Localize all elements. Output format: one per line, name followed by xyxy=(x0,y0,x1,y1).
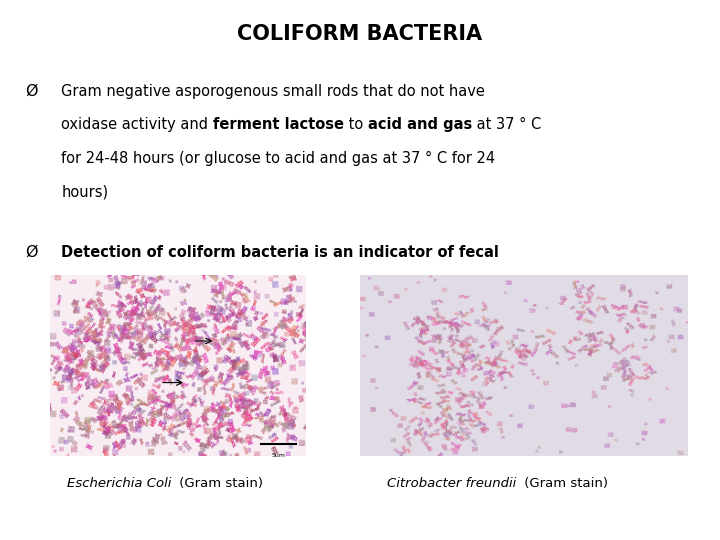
Text: to: to xyxy=(344,117,368,132)
Text: pollution of water: pollution of water xyxy=(61,278,209,293)
Text: Ø: Ø xyxy=(25,84,37,99)
Text: Ø: Ø xyxy=(25,245,37,260)
Text: (Gram stain): (Gram stain) xyxy=(174,477,263,490)
Text: acid and gas: acid and gas xyxy=(368,117,472,132)
Text: 5um: 5um xyxy=(271,453,285,458)
Text: COLIFORM BACTERIA: COLIFORM BACTERIA xyxy=(238,24,482,44)
Text: Detection of coliform bacteria is an indicator of fecal: Detection of coliform bacteria is an ind… xyxy=(61,245,499,260)
Text: at 37 ° C: at 37 ° C xyxy=(472,117,541,132)
Text: Escherichia Coli: Escherichia Coli xyxy=(67,477,171,490)
Text: for 24-48 hours (or glucose to acid and gas at 37 ° C for 24: for 24-48 hours (or glucose to acid and … xyxy=(61,151,495,166)
Text: oxidase activity and: oxidase activity and xyxy=(61,117,213,132)
Text: ferment lactose: ferment lactose xyxy=(213,117,344,132)
Text: Gram negative asporogenous small rods that do not have: Gram negative asporogenous small rods th… xyxy=(61,84,485,99)
Text: (Gram stain): (Gram stain) xyxy=(521,477,608,490)
Text: hours): hours) xyxy=(61,184,108,199)
Text: Citrobacter freundii: Citrobacter freundii xyxy=(387,477,517,490)
